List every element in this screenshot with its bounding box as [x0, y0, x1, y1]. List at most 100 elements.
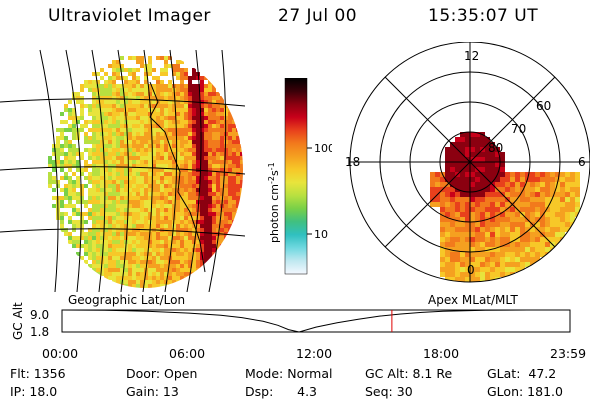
globe-pixel — [232, 136, 236, 140]
globe-pixel — [80, 172, 84, 176]
globe-pixel — [80, 188, 84, 192]
globe-pixel — [128, 160, 132, 164]
globe-pixel — [96, 144, 100, 148]
globe-pixel — [116, 204, 120, 208]
polar-pixel — [555, 222, 560, 227]
globe-pixel — [168, 56, 172, 60]
globe-pixel — [168, 92, 172, 96]
globe-pixel — [168, 136, 172, 140]
globe-pixel — [92, 144, 96, 148]
globe-pixel — [196, 152, 200, 156]
globe-pixel — [192, 256, 196, 260]
globe-pixel — [120, 184, 124, 188]
globe-pixel — [168, 88, 172, 92]
globe-pixel — [108, 208, 112, 212]
polar-pixel — [530, 257, 535, 262]
globe-pixel — [148, 120, 152, 124]
mlt-label-12: 12 — [464, 49, 479, 63]
globe-pixel — [84, 212, 88, 216]
globe-pixel — [100, 152, 104, 156]
polar-pixel — [445, 157, 450, 162]
globe-pixel — [200, 160, 204, 164]
globe-pixel — [124, 204, 128, 208]
globe-pixel — [140, 192, 144, 196]
globe-pixel — [224, 192, 228, 196]
globe-pixel — [48, 176, 52, 180]
globe-pixel — [96, 220, 100, 224]
polar-pixel — [440, 272, 445, 277]
polar-pixel — [505, 207, 510, 212]
globe-pixel — [72, 244, 76, 248]
globe-pixel — [152, 232, 156, 236]
globe-pixel — [180, 216, 184, 220]
polar-pixel — [530, 192, 535, 197]
globe-pixel — [212, 148, 216, 152]
globe-pixel — [108, 248, 112, 252]
globe-pixel — [216, 196, 220, 200]
polar-pixel — [520, 207, 525, 212]
globe-pixel — [208, 192, 212, 196]
globe-pixel — [164, 216, 168, 220]
globe-pixel — [88, 216, 92, 220]
globe-pixel — [160, 124, 164, 128]
globe-pixel — [168, 148, 172, 152]
globe-pixel — [92, 196, 96, 200]
globe-pixel — [240, 192, 243, 196]
polar-pixel — [465, 242, 470, 247]
globe-pixel — [84, 136, 88, 140]
globe-pixel — [208, 120, 212, 124]
colorbar-label-100: 100 — [314, 142, 332, 155]
globe-pixel — [172, 264, 176, 268]
polar-pixel — [530, 202, 535, 207]
globe-pixel — [128, 200, 132, 204]
globe-pixel — [160, 176, 164, 180]
polar-pixel — [490, 237, 495, 242]
globe-pixel — [140, 240, 144, 244]
globe-pixel — [176, 268, 180, 272]
globe-pixel — [192, 220, 196, 224]
globe-pixel — [144, 120, 148, 124]
globe-pixel — [148, 88, 152, 92]
globe-pixel — [156, 88, 160, 92]
globe-pixel — [116, 180, 120, 184]
globe-pixel — [128, 172, 132, 176]
polar-pixel — [520, 192, 525, 197]
globe-pixel — [204, 240, 208, 244]
globe-pixel — [200, 236, 204, 240]
polar-pixel — [470, 197, 475, 202]
globe-pixel — [120, 140, 124, 144]
globe-pixel — [156, 148, 160, 152]
globe-pixel — [72, 156, 76, 160]
globe-pixel — [172, 136, 176, 140]
polar-pixel — [540, 182, 545, 187]
polar-pixel — [570, 172, 575, 177]
polar-pixel — [485, 172, 490, 177]
polar-pixel — [470, 207, 475, 212]
globe-pixel — [104, 176, 108, 180]
polar-pixel — [505, 202, 510, 207]
globe-pixel — [72, 192, 76, 196]
globe-pixel — [180, 228, 184, 232]
globe-pixel — [216, 200, 220, 204]
globe-pixel — [96, 248, 100, 252]
globe-pixel — [116, 260, 120, 264]
globe-pixel — [180, 112, 184, 116]
polar-pixel — [520, 187, 525, 192]
globe-pixel — [68, 124, 72, 128]
globe-pixel — [204, 136, 208, 140]
globe-pixel — [196, 268, 200, 272]
globe-pixel — [216, 156, 220, 160]
globe-pixel — [168, 120, 172, 124]
globe-pixel — [156, 96, 160, 100]
polar-pixel — [565, 217, 570, 222]
globe-pixel — [120, 56, 124, 60]
globe-pixel — [204, 192, 208, 196]
globe-pixel — [196, 108, 200, 112]
globe-pixel — [164, 92, 168, 96]
polar-pixel — [460, 272, 465, 277]
globe-pixel — [224, 180, 228, 184]
polar-pixel — [485, 252, 490, 257]
polar-pixel — [495, 217, 500, 222]
globe-pixel — [116, 76, 120, 80]
globe-pixel — [224, 148, 228, 152]
